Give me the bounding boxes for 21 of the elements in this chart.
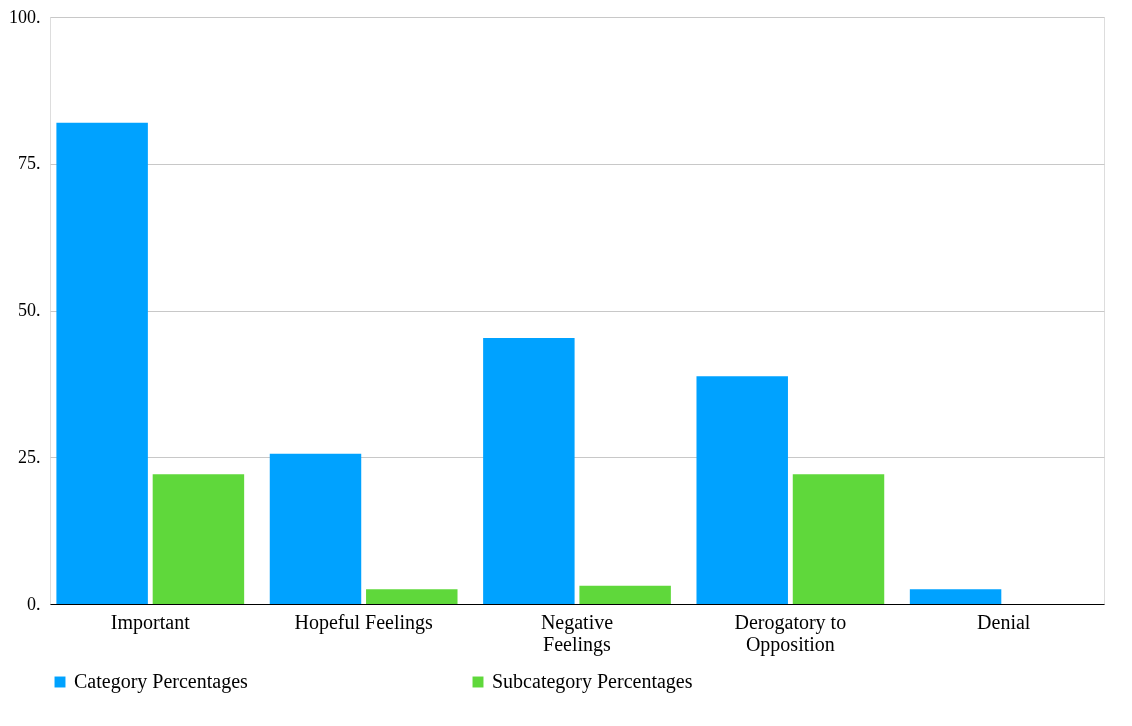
y-tick-label: 0. — [27, 593, 41, 614]
bar — [792, 474, 885, 604]
legend-label: Category Percentages — [74, 670, 249, 693]
bar — [56, 122, 148, 604]
legend-label: Subcategory Percentages — [492, 670, 693, 693]
y-tick-label: 50. — [18, 300, 41, 320]
x-tick-label: Negative Feelings — [540, 610, 614, 656]
y-tick-label: 100. — [9, 6, 41, 27]
bar — [152, 474, 245, 604]
x-tick-label: Important — [110, 610, 191, 634]
x-tick-label: Denial — [977, 610, 1031, 633]
bar — [909, 589, 1002, 604]
y-tick-label: 75. — [18, 153, 41, 174]
x-tick-label: Hopeful Feelings — [294, 610, 434, 634]
bar — [366, 589, 458, 604]
bar — [579, 585, 671, 604]
x-tick-label: Derogatory to Opposition — [734, 610, 847, 656]
y-tick-label: 25. — [18, 446, 41, 467]
bar — [696, 376, 788, 604]
bar — [269, 453, 362, 604]
bar — [483, 338, 575, 604]
